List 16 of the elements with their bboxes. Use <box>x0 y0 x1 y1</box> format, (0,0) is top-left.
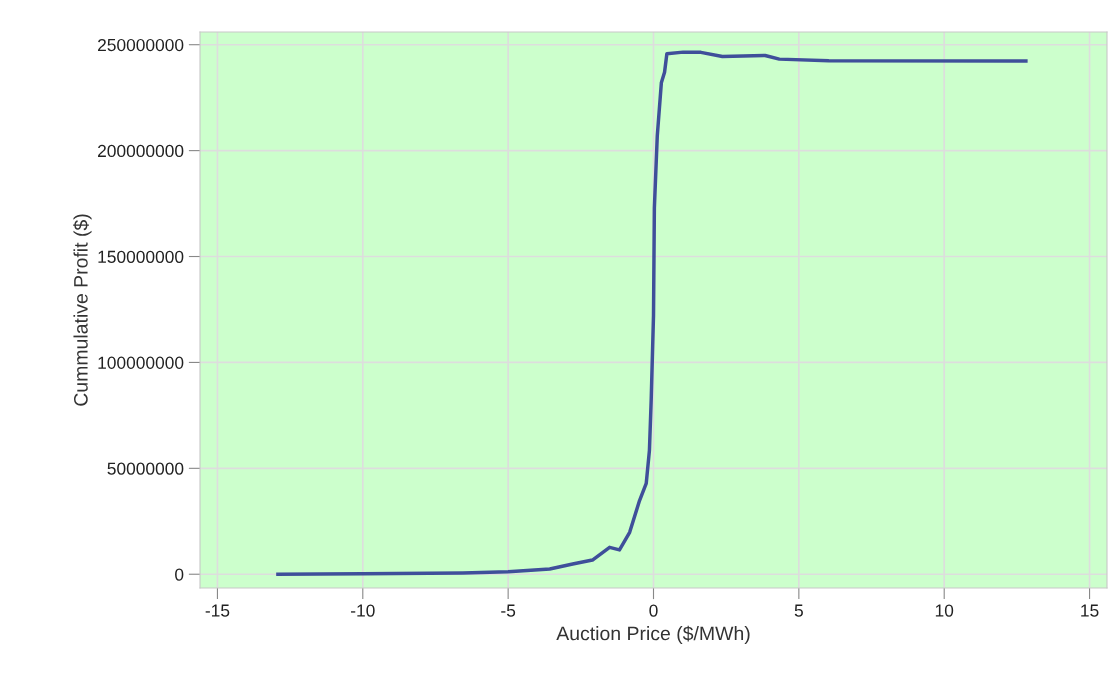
x-axis-title: Auction Price ($/MWh) <box>556 625 750 645</box>
x-tick-label: -15 <box>205 604 230 617</box>
y-tick-label: 100000000 <box>98 356 184 369</box>
y-tick-label: 50000000 <box>107 462 184 475</box>
x-tick-label: -5 <box>501 604 516 617</box>
y-tick-label: 150000000 <box>98 250 184 263</box>
y-tick-label: 250000000 <box>98 38 184 52</box>
x-tick-label: 15 <box>1081 604 1099 617</box>
y-tick-label: 200000000 <box>98 144 184 158</box>
y-tick-label: 0 <box>175 568 184 581</box>
y-axis-title: Cummulative Profit ($) <box>73 214 92 406</box>
x-tick-label: 0 <box>649 604 658 617</box>
line-series <box>276 50 1028 576</box>
x-tick-label: 10 <box>935 604 954 617</box>
x-tick-label: -10 <box>351 604 375 617</box>
x-tick-label: 5 <box>794 604 803 617</box>
